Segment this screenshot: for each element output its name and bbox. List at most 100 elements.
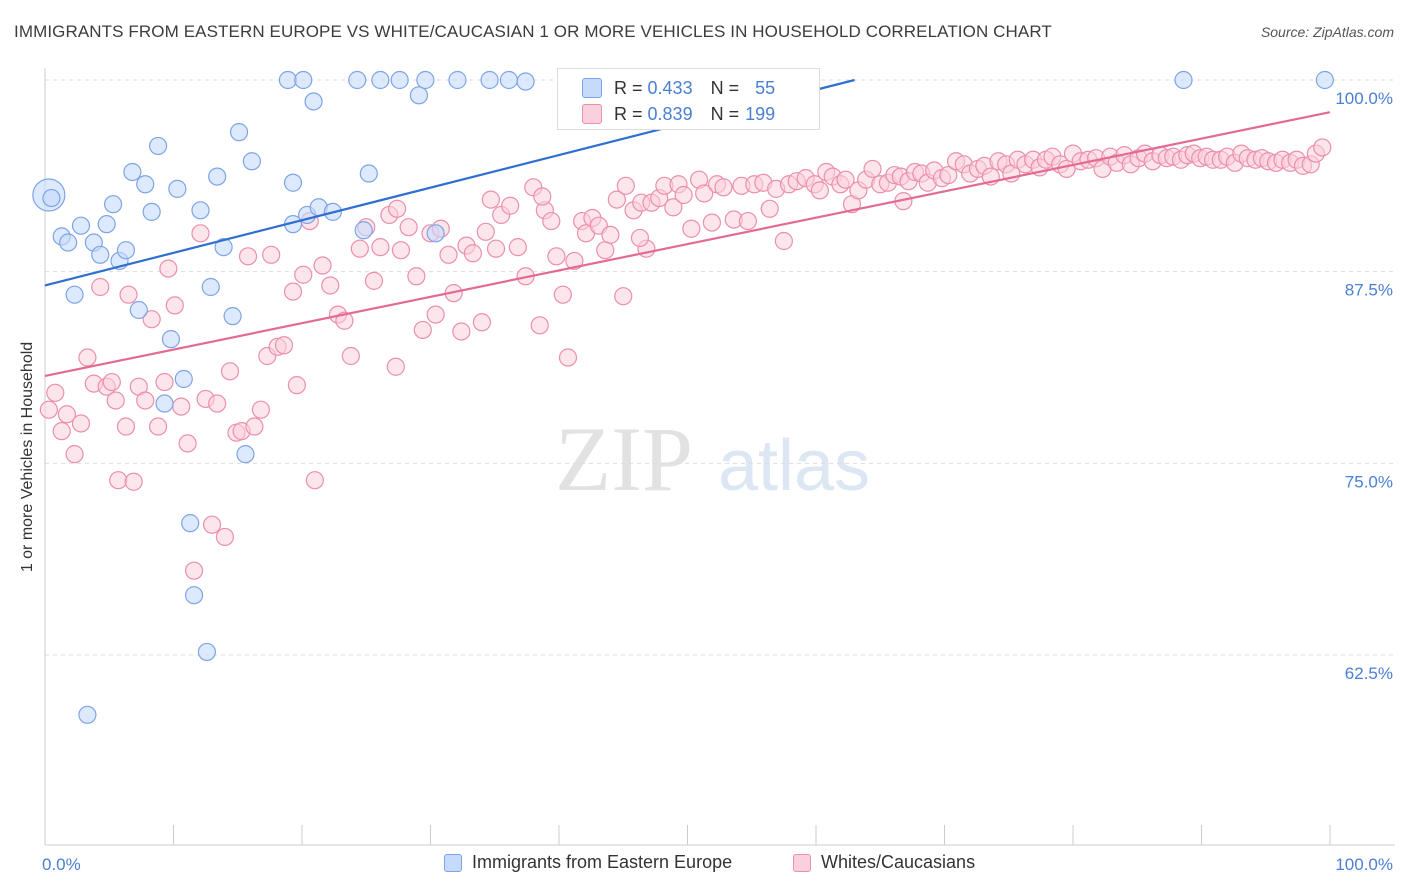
pink-data-point	[481, 190, 500, 209]
blue-data-point	[59, 233, 78, 252]
blue-data-point	[390, 70, 409, 90]
pink-data-point	[215, 527, 234, 547]
legend-item-pink[interactable]: Whites/Caucasians	[793, 852, 975, 873]
blue-data-point	[354, 221, 373, 240]
pink-data-point	[407, 267, 426, 286]
series-immigrants-eastern-europe	[32, 70, 1334, 724]
pink-data-point	[109, 471, 128, 490]
r-value: 0.433	[647, 77, 693, 98]
blue-data-point	[236, 445, 255, 464]
blue-data-point	[97, 215, 116, 234]
pink-data-point	[262, 245, 281, 264]
pink-data-point	[321, 276, 340, 295]
pink-data-point	[486, 239, 506, 258]
pink-data-point	[136, 391, 155, 410]
pink-data-point	[476, 222, 495, 241]
pink-data-point	[391, 241, 411, 260]
y-tick-label: 87.5%	[1345, 281, 1393, 300]
tick-labels: 62.5% 75.0% 87.5% 100.0% 0.0% 100.0%	[42, 89, 1393, 874]
pink-data-point	[165, 296, 184, 315]
stats-row-pink: R = 0.839 N = 199	[582, 101, 775, 127]
blue-data-point	[214, 238, 233, 257]
pink-data-point	[287, 376, 306, 395]
pink-data-point	[208, 394, 227, 413]
pink-data-point	[558, 348, 578, 367]
blue-data-point	[294, 70, 313, 90]
n-label: N =	[710, 77, 740, 98]
pink-data-point	[155, 372, 174, 392]
pink-data-point	[601, 225, 620, 244]
pink-trend-line	[44, 111, 1331, 378]
pink-data-point	[452, 322, 471, 341]
blue-data-point	[242, 152, 261, 171]
pink-data-point	[386, 357, 405, 376]
blue-data-point	[371, 70, 390, 90]
pink-data-point	[547, 247, 566, 266]
pink-data-point	[91, 277, 110, 297]
stats-legend-box: R = 0.433 N = 55 R = 0.839 N = 199	[557, 68, 820, 130]
chart-source: Source: ZipAtlas.com	[1260, 24, 1394, 40]
pink-swatch-icon	[582, 104, 602, 124]
series-whites-caucasians	[39, 138, 1332, 580]
pink-data-point	[674, 185, 693, 205]
pink-data-point	[596, 241, 615, 260]
pink-data-point	[119, 285, 138, 304]
blue-square-icon	[444, 853, 462, 872]
pink-data-point	[774, 231, 793, 251]
legend-label-pink: Whites/Caucasians	[821, 852, 976, 872]
blue-data-point	[416, 70, 435, 90]
pink-data-point	[341, 346, 360, 366]
pink-data-point	[251, 400, 270, 419]
blue-data-point	[91, 245, 110, 264]
pink-data-point	[738, 211, 757, 231]
pink-data-point	[664, 198, 683, 217]
pink-data-point	[616, 176, 635, 195]
blue-data-point	[191, 201, 210, 220]
pink-data-point	[371, 238, 390, 257]
blue-data-point	[142, 202, 161, 221]
pink-data-point	[542, 211, 561, 231]
blue-data-point	[197, 642, 217, 662]
pink-data-point	[124, 472, 143, 491]
pink-data-point	[533, 187, 552, 206]
blue-data-point	[148, 136, 168, 156]
blue-data-point	[155, 394, 174, 413]
pink-data-point	[413, 320, 432, 340]
pink-data-point	[553, 285, 572, 304]
pink-data-point	[245, 417, 264, 436]
pink-square-icon	[793, 853, 811, 872]
pink-data-point	[313, 256, 332, 275]
blue-data-point	[136, 175, 155, 194]
pink-data-point	[399, 218, 418, 237]
blue-data-point	[104, 195, 123, 214]
pink-data-point	[220, 362, 240, 381]
legend-label-blue: Immigrants from Eastern Europe	[472, 852, 733, 872]
pink-data-point	[46, 383, 65, 402]
pink-data-point	[159, 259, 178, 278]
stats-row-blue: R = 0.433 N = 55	[582, 75, 775, 101]
blue-data-point	[1174, 70, 1193, 90]
blue-data-point	[359, 164, 378, 183]
pink-data-point	[760, 199, 779, 218]
blue-data-point	[208, 167, 227, 186]
pink-data-point	[472, 313, 491, 332]
blue-data-point	[448, 70, 467, 90]
blue-data-point	[304, 92, 323, 111]
blue-data-point	[184, 586, 204, 605]
blue-data-point	[65, 285, 84, 304]
legend-item-blue[interactable]: Immigrants from Eastern Europe	[444, 852, 732, 873]
blue-data-point	[223, 307, 242, 326]
pink-data-point	[106, 391, 125, 410]
pink-data-point	[614, 287, 633, 306]
pink-data-point	[65, 445, 84, 464]
pink-data-point	[283, 282, 303, 301]
blue-data-point	[42, 188, 61, 208]
y-tick-label: 62.5%	[1345, 664, 1393, 683]
pink-data-point	[508, 238, 527, 257]
pink-data-point	[463, 244, 483, 263]
blue-data-point	[283, 173, 303, 192]
y-tick-label: 100.0%	[1335, 89, 1393, 108]
pink-data-point	[39, 400, 58, 419]
x-tick-label-max: 100.0%	[1335, 855, 1393, 874]
